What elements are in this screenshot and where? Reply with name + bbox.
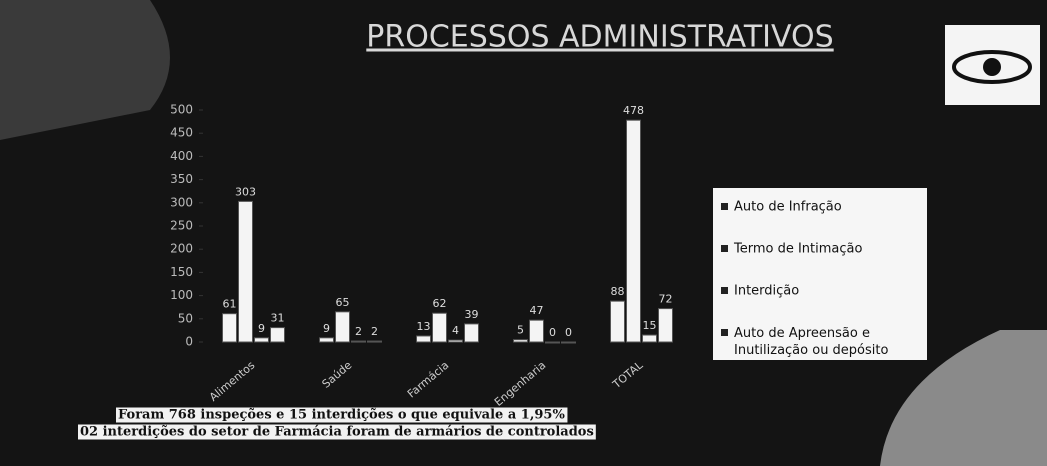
decor bbox=[880, 330, 1047, 466]
legend-swatch bbox=[721, 287, 728, 294]
y-tick-label: 100 bbox=[170, 288, 193, 302]
bar bbox=[270, 327, 285, 343]
annotation-highlight bbox=[116, 407, 568, 423]
y-tick-label: 500 bbox=[170, 103, 193, 117]
value-label: 4 bbox=[452, 324, 459, 337]
decor bbox=[0, 0, 170, 140]
bar bbox=[642, 334, 657, 343]
y-tick-label: 400 bbox=[170, 149, 193, 163]
y-tick-label: 450 bbox=[170, 126, 193, 140]
value-label: 9 bbox=[258, 322, 265, 335]
legend-swatch bbox=[721, 245, 728, 252]
value-label: 47 bbox=[530, 304, 544, 317]
value-label: 0 bbox=[549, 326, 556, 339]
y-tick-label: 350 bbox=[170, 172, 193, 186]
value-label: 88 bbox=[611, 285, 625, 298]
value-label: 31 bbox=[271, 312, 285, 325]
annotation: Foram 768 inspeções e 15 interdições o q… bbox=[118, 408, 565, 423]
bar bbox=[529, 319, 544, 343]
logo-pupil bbox=[983, 58, 1001, 76]
value-label: 65 bbox=[336, 296, 350, 309]
value-label: 2 bbox=[371, 325, 378, 338]
y-tick-label: 150 bbox=[170, 265, 193, 279]
bar bbox=[222, 313, 237, 343]
annotation: 02 interdições do setor de Farmácia fora… bbox=[80, 425, 594, 440]
legend-label: Termo de Intimação bbox=[733, 242, 863, 257]
legend-swatch bbox=[721, 203, 728, 210]
value-label: 62 bbox=[433, 297, 447, 310]
bar bbox=[561, 341, 576, 344]
bar bbox=[610, 300, 625, 343]
y-tick-label: 300 bbox=[170, 195, 193, 209]
bar bbox=[416, 335, 431, 343]
value-label: 72 bbox=[659, 293, 673, 306]
value-label: 39 bbox=[465, 308, 479, 321]
bar bbox=[513, 339, 528, 343]
bar bbox=[254, 337, 269, 343]
y-tick-label: 0 bbox=[185, 335, 193, 349]
value-label: 13 bbox=[417, 320, 431, 333]
y-tick-label: 250 bbox=[170, 219, 193, 233]
value-label: 9 bbox=[323, 322, 330, 335]
legend-label: Auto de Apreensão e Inutilização ou depós… bbox=[734, 326, 888, 358]
value-label: 15 bbox=[643, 319, 657, 332]
value-label: 5 bbox=[517, 324, 524, 337]
value-label: 0 bbox=[565, 326, 572, 339]
bar bbox=[367, 340, 382, 343]
chart-title: PROCESSOS ADMINISTRATIVOS bbox=[366, 20, 833, 55]
bar bbox=[464, 323, 479, 343]
bar bbox=[351, 340, 366, 343]
y-tick-label: 200 bbox=[170, 242, 193, 256]
bar bbox=[448, 339, 463, 343]
legend-box bbox=[713, 188, 927, 360]
bar bbox=[335, 311, 350, 343]
bar bbox=[238, 200, 253, 343]
bar bbox=[626, 119, 641, 343]
bar bbox=[658, 308, 673, 343]
legend-label: Auto de Infração bbox=[734, 200, 842, 215]
logo-eye bbox=[952, 50, 1032, 84]
y-tick-label: 50 bbox=[178, 311, 193, 325]
bar bbox=[432, 312, 447, 343]
legend-label: Interdição bbox=[734, 284, 799, 299]
legend-swatch bbox=[721, 329, 728, 336]
value-label: 2 bbox=[355, 325, 362, 338]
bar bbox=[319, 337, 334, 343]
value-label: 61 bbox=[223, 298, 237, 311]
bar bbox=[545, 341, 560, 344]
value-label: 303 bbox=[235, 185, 256, 198]
annotation-highlight bbox=[78, 424, 596, 440]
value-label: 478 bbox=[623, 104, 644, 117]
